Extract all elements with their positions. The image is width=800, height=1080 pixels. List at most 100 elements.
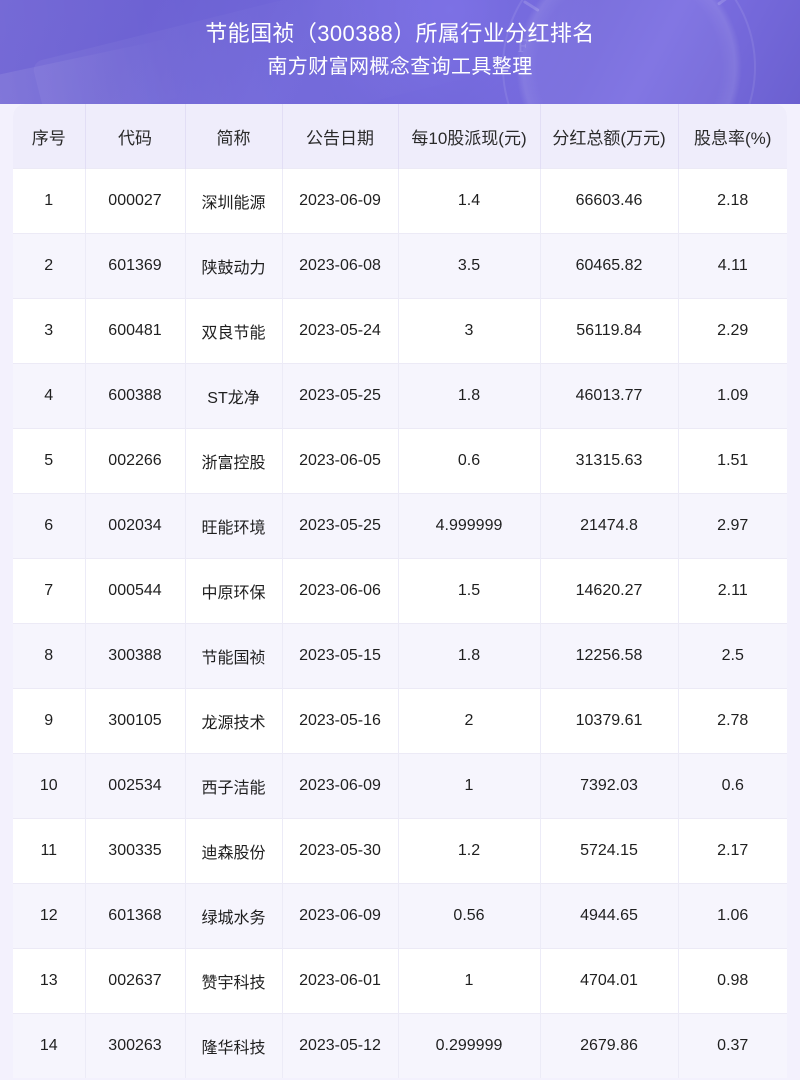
cell-yield: 0.98 [678,948,787,1014]
cell-per10: 1 [398,753,541,819]
cell-index: 2 [13,233,86,299]
cell-code: 000544 [85,558,186,624]
page-subtitle: 南方财富网概念查询工具整理 [267,56,533,78]
cell-name: 陕鼓动力 [185,233,283,299]
cell-index: 14 [13,1013,86,1078]
cell-yield: 1.09 [678,363,787,429]
cell-total: 5724.15 [540,818,679,884]
cell-name: 旺能环境 [185,493,283,559]
table-row[interactable]: 11 300335 迪森股份 2023-05-30 1.2 5724.15 2.… [13,818,787,884]
cell-date: 2023-06-05 [282,428,399,494]
cell-code: 002534 [85,753,186,819]
cell-code: 300388 [85,623,186,689]
cell-total: 21474.8 [540,493,679,559]
cell-total: 14620.27 [540,558,679,624]
cell-yield: 1.06 [678,883,787,949]
table-row[interactable]: 10 002534 西子洁能 2023-06-09 1 7392.03 0.6 [13,753,787,819]
table-row[interactable]: 6 002034 旺能环境 2023-05-25 4.999999 21474.… [13,493,787,559]
table-row[interactable]: 9 300105 龙源技术 2023-05-16 2 10379.61 2.78 [13,688,787,754]
cell-yield: 4.11 [678,233,787,299]
cell-date: 2023-05-30 [282,818,399,884]
cell-code: 600388 [85,363,186,429]
cell-index: 10 [13,753,86,819]
dividend-ranking-card: 南方财富网 Southmoney.com 序号 代码 简称 公告日期 每10股派… [13,104,787,1078]
cell-total: 31315.63 [540,428,679,494]
cell-index: 1 [13,168,86,234]
cell-yield: 2.78 [678,688,787,754]
cell-index: 11 [13,818,86,884]
table-header-row: 序号 代码 简称 公告日期 每10股派现(元) 分红总额(万元) 股息率(%) [13,104,787,169]
cell-yield: 0.37 [678,1013,787,1078]
cell-code: 300105 [85,688,186,754]
cell-per10: 0.6 [398,428,541,494]
table-row[interactable]: 8 300388 节能国祯 2023-05-15 1.8 12256.58 2.… [13,623,787,689]
cell-name: 绿城水务 [185,883,283,949]
cell-date: 2023-05-16 [282,688,399,754]
column-header-index[interactable]: 序号 [13,104,86,169]
cell-name: 双良节能 [185,298,283,364]
cell-index: 3 [13,298,86,364]
cell-per10: 0.56 [398,883,541,949]
table-row[interactable]: 12 601368 绿城水务 2023-06-09 0.56 4944.65 1… [13,883,787,949]
table-row[interactable]: 14 300263 隆华科技 2023-05-12 0.299999 2679.… [13,1013,787,1078]
cell-date: 2023-05-24 [282,298,399,364]
cell-code: 002266 [85,428,186,494]
table-row[interactable]: 4 600388 ST龙净 2023-05-25 1.8 46013.77 1.… [13,363,787,429]
cell-total: 4944.65 [540,883,679,949]
cell-total: 10379.61 [540,688,679,754]
cell-name: 隆华科技 [185,1013,283,1078]
table-row[interactable]: 2 601369 陕鼓动力 2023-06-08 3.5 60465.82 4.… [13,233,787,299]
column-header-short-name[interactable]: 简称 [185,104,283,169]
cell-per10: 2 [398,688,541,754]
dividend-ranking-table: 序号 代码 简称 公告日期 每10股派现(元) 分红总额(万元) 股息率(%) … [13,104,787,1078]
cell-yield: 2.11 [678,558,787,624]
table-row[interactable]: 1 000027 深圳能源 2023-06-09 1.4 66603.46 2.… [13,168,787,234]
column-header-code[interactable]: 代码 [85,104,186,169]
cell-index: 7 [13,558,86,624]
cell-date: 2023-06-09 [282,753,399,819]
cell-name: 深圳能源 [185,168,283,234]
cell-code: 601369 [85,233,186,299]
cell-date: 2023-06-09 [282,168,399,234]
table-row[interactable]: 7 000544 中原环保 2023-06-06 1.5 14620.27 2.… [13,558,787,624]
cell-yield: 2.17 [678,818,787,884]
cell-date: 2023-05-25 [282,493,399,559]
cell-per10: 0.299999 [398,1013,541,1078]
table-row[interactable]: 3 600481 双良节能 2023-05-24 3 56119.84 2.29 [13,298,787,364]
cell-name: 西子洁能 [185,753,283,819]
cell-index: 6 [13,493,86,559]
cell-name: 节能国祯 [185,623,283,689]
cell-yield: 2.18 [678,168,787,234]
table-header: 序号 代码 简称 公告日期 每10股派现(元) 分红总额(万元) 股息率(%) [13,104,787,169]
cell-date: 2023-06-01 [282,948,399,1014]
cell-code: 000027 [85,168,186,234]
column-header-announce-date[interactable]: 公告日期 [282,104,399,169]
cell-name: 中原环保 [185,558,283,624]
cell-date: 2023-06-09 [282,883,399,949]
cell-total: 7392.03 [540,753,679,819]
cell-date: 2023-05-15 [282,623,399,689]
page-title: 节能国祯（300388）所属行业分红排名 [205,21,595,46]
cell-date: 2023-06-06 [282,558,399,624]
cell-index: 4 [13,363,86,429]
cell-yield: 0.6 [678,753,787,819]
cell-date: 2023-06-08 [282,233,399,299]
cell-total: 2679.86 [540,1013,679,1078]
banner-title-block: 节能国祯（300388）所属行业分红排名 南方财富网概念查询工具整理 [0,0,800,82]
cell-yield: 2.5 [678,623,787,689]
cell-name: 赞宇科技 [185,948,283,1014]
table-row[interactable]: 5 002266 浙富控股 2023-06-05 0.6 31315.63 1.… [13,428,787,494]
cell-per10: 1.4 [398,168,541,234]
cell-total: 66603.46 [540,168,679,234]
cell-per10: 1.8 [398,623,541,689]
column-header-dividend-yield[interactable]: 股息率(%) [678,104,787,169]
column-header-total-dividend[interactable]: 分红总额(万元) [540,104,679,169]
cell-per10: 4.999999 [398,493,541,559]
cell-code: 002637 [85,948,186,1014]
column-header-dividend-per-10-shares[interactable]: 每10股派现(元) [398,104,541,169]
cell-code: 601368 [85,883,186,949]
table-row[interactable]: 13 002637 赞宇科技 2023-06-01 1 4704.01 0.98 [13,948,787,1014]
cell-code: 300263 [85,1013,186,1078]
cell-name: 龙源技术 [185,688,283,754]
